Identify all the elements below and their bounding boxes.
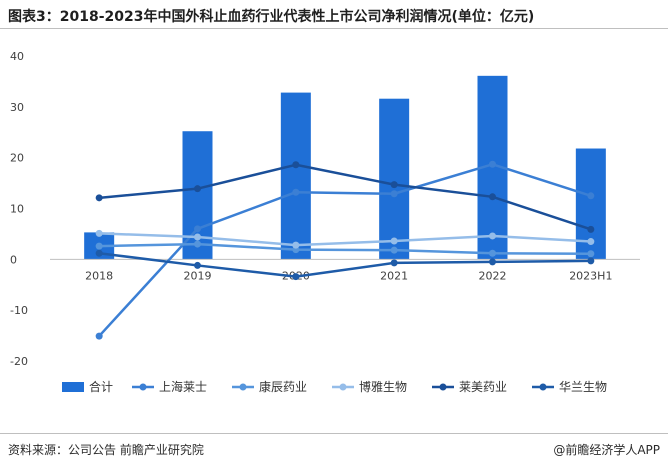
legend-label: 华兰生物	[559, 380, 607, 394]
data-point	[587, 238, 595, 246]
y-tick-label: 10	[10, 203, 24, 216]
y-axis-ticks: -20 -10 0 10 20 30 40	[10, 50, 28, 368]
data-point	[587, 192, 595, 200]
x-tick-label: 2019	[184, 269, 212, 282]
data-point	[194, 240, 201, 248]
data-point	[194, 225, 201, 233]
data-point	[292, 273, 300, 281]
data-point	[489, 258, 496, 266]
series-line-4	[99, 163, 592, 231]
legend-swatch-marker	[239, 383, 247, 391]
legend-swatch-marker	[439, 383, 447, 391]
x-tick-label: 2021	[380, 269, 408, 282]
bars-layer	[84, 75, 606, 260]
series-line-1	[98, 163, 592, 337]
legend-swatch-marker	[539, 383, 547, 391]
data-point	[587, 250, 595, 258]
data-point	[95, 194, 103, 202]
chart-title: 图表3：2018-2023年中国外科止血药行业代表性上市公司净利润情况(单位：亿…	[8, 9, 535, 25]
data-point	[390, 246, 398, 254]
data-point	[587, 225, 595, 233]
data-point	[587, 257, 595, 265]
y-tick-label: 0	[10, 253, 17, 266]
bar-2020	[280, 92, 311, 260]
data-point	[489, 232, 496, 240]
x-tick-label: 2018	[85, 269, 113, 282]
data-point	[292, 241, 300, 249]
data-point	[194, 261, 201, 269]
x-axis-ticks: 201820192020202120222023H1	[85, 269, 612, 282]
y-tick-label: -20	[10, 355, 28, 368]
data-point	[95, 332, 103, 340]
data-point	[95, 229, 103, 237]
lines-layer	[95, 160, 595, 340]
data-point	[95, 249, 103, 257]
bar-2021	[379, 98, 410, 260]
legend-swatch-bar	[62, 382, 84, 392]
series-line-3	[99, 232, 591, 247]
legend-label: 合计	[89, 379, 113, 394]
data-point	[489, 249, 496, 257]
x-tick-label: 2022	[479, 269, 507, 282]
data-point	[194, 185, 201, 193]
series-line-5	[99, 251, 591, 278]
legend-label: 上海莱士	[159, 379, 207, 394]
legend-label: 康辰药业	[259, 379, 307, 394]
data-point	[292, 161, 300, 169]
data-point	[292, 188, 300, 196]
data-point	[390, 259, 398, 267]
credit-note: @前瞻经济学人APP	[553, 443, 660, 457]
y-tick-label: 40	[10, 50, 24, 63]
footer-divider	[0, 433, 668, 434]
data-point	[489, 193, 496, 201]
data-point	[390, 237, 398, 245]
y-tick-label: -10	[10, 304, 28, 317]
source-note: 资料来源：公司公告 前瞻产业研究院	[8, 443, 204, 457]
legend-swatch-marker	[339, 383, 347, 391]
data-point	[390, 181, 398, 189]
data-point	[95, 242, 103, 250]
y-tick-label: 30	[10, 101, 24, 114]
x-tick-label: 2023H1	[569, 269, 612, 282]
legend-label: 博雅生物	[359, 379, 407, 394]
title-divider	[0, 28, 668, 29]
legend: 合计 上海莱士 康辰药业 博雅生物 莱美药业 华兰生物	[62, 379, 607, 394]
data-point	[489, 160, 496, 168]
series-line-2	[99, 242, 591, 255]
legend-label: 莱美药业	[459, 380, 507, 394]
y-tick-label: 20	[10, 152, 24, 165]
data-point	[390, 190, 398, 198]
data-point	[194, 233, 201, 241]
legend-swatch-marker	[139, 383, 147, 391]
